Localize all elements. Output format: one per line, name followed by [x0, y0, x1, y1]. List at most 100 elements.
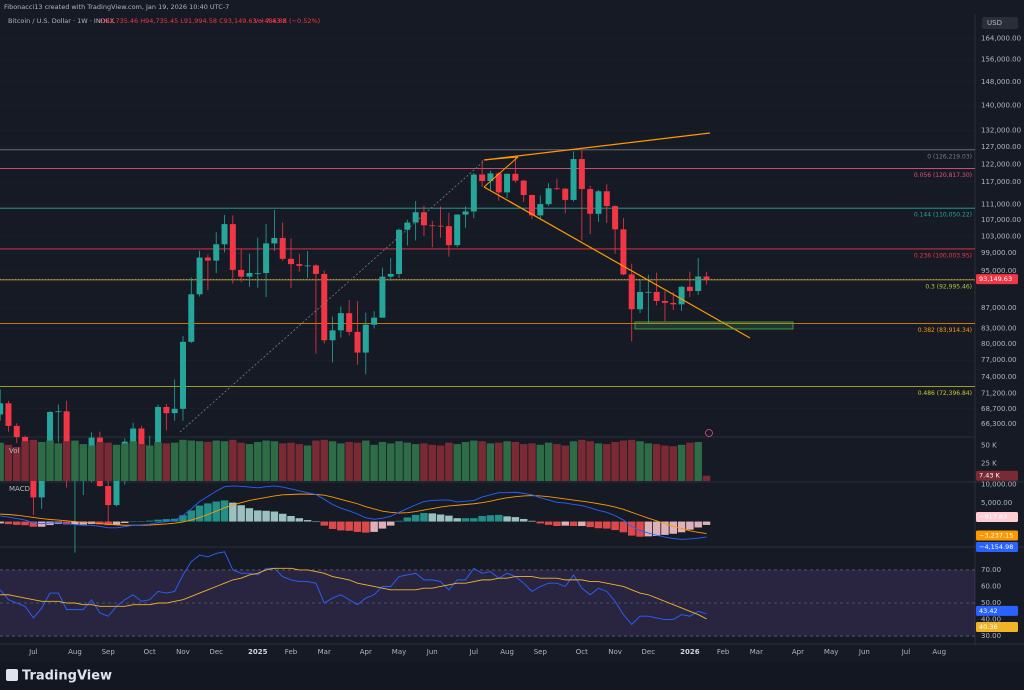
macd-histogram-bar	[420, 513, 428, 522]
volume-bar	[353, 442, 362, 481]
macd-histogram-bar	[411, 514, 420, 522]
y-tick-label: 95,000.00	[981, 267, 1017, 275]
candle-body	[254, 273, 261, 274]
volume-bar	[295, 444, 304, 481]
candle-body	[537, 204, 544, 216]
volume-bar	[220, 441, 229, 481]
volume-bar	[303, 445, 312, 481]
macd-histogram-bar	[569, 521, 578, 526]
x-tick-label: Feb	[717, 648, 730, 656]
macd-histogram-bar	[162, 519, 171, 522]
candle-body	[578, 159, 585, 190]
candle-body	[371, 317, 378, 325]
volume-bar	[569, 441, 578, 481]
y-tick-label: 50 K	[981, 442, 997, 450]
macd-histogram-bar	[669, 521, 678, 534]
currency-button[interactable]	[982, 17, 1018, 29]
macd-histogram-bar	[154, 519, 162, 522]
volume-bar	[420, 443, 428, 481]
macd-histogram-bar	[519, 518, 528, 522]
volume-bar	[694, 441, 702, 481]
fib-label: 0.382 (83,914.34)	[918, 327, 972, 334]
candle-body	[587, 189, 594, 214]
candle-body	[487, 173, 494, 181]
volume-bar	[411, 444, 420, 481]
volume-tag-bg	[976, 470, 1018, 481]
x-tick-label: Jul	[901, 648, 911, 656]
y-tick-label: 71,200.00	[981, 390, 1017, 398]
volume-bar	[212, 440, 220, 481]
macd-histogram-bar	[611, 521, 619, 531]
macd-histogram-bar	[112, 521, 121, 525]
macd-histogram-bar	[237, 505, 245, 522]
fib-label: 0.056 (120,817.30)	[914, 172, 972, 179]
x-tick-label: Aug	[500, 648, 514, 656]
macd-histogram-bar	[362, 521, 370, 533]
rsi-tag: 40.36	[979, 623, 998, 631]
macd-histogram-bar	[21, 521, 29, 526]
y-tick-label: 87,000.00	[981, 304, 1017, 312]
candle-body	[653, 291, 660, 301]
fib-label: 0.144 (110,050.22)	[914, 212, 972, 219]
plot-area	[0, 37, 975, 637]
candle-body	[404, 222, 411, 230]
macd-histogram-bar	[254, 510, 262, 522]
logo[interactable]: TradingView	[22, 669, 112, 684]
macd-histogram-bar	[220, 500, 229, 522]
volume-bar	[536, 444, 545, 481]
volume-bar	[237, 442, 245, 481]
macd-histogram-bar	[187, 510, 196, 522]
last-price-tag: 93,149.63	[979, 275, 1012, 283]
event-icon[interactable]	[705, 429, 713, 437]
volume-bar	[578, 439, 586, 481]
x-tick-label: Nov	[176, 648, 190, 656]
volume-bar	[669, 446, 678, 481]
volume-bar	[619, 440, 628, 481]
volume-bar	[445, 442, 453, 481]
volume-bar	[278, 443, 287, 481]
volume-bar	[46, 440, 54, 481]
volume-bar	[436, 445, 445, 481]
candle-body	[620, 229, 627, 275]
fib-label: 0 (126,219.03)	[927, 153, 972, 160]
y-tick-label: 99,000.00	[981, 249, 1017, 257]
macd-histogram-bar	[270, 511, 279, 522]
volume-bar	[4, 444, 13, 481]
volume-bar	[96, 441, 104, 481]
candle-body	[304, 265, 311, 267]
volume-bar	[544, 442, 553, 481]
macd-tag-bg	[976, 530, 1018, 541]
trend-line	[483, 156, 519, 188]
x-tick-label: Jul	[28, 648, 38, 656]
candle-body	[686, 286, 693, 291]
attribution: Fibonacci13 created with TradingView.com…	[4, 3, 229, 11]
candle-body	[695, 276, 702, 291]
macd-histogram-bar	[29, 521, 38, 527]
trend-line	[483, 132, 711, 161]
x-tick-label: Apr	[360, 648, 372, 656]
volume-bar	[403, 442, 412, 481]
x-tick-label: Apr	[792, 648, 804, 656]
y-tick-label: 74,000.00	[981, 373, 1017, 381]
volume-bar	[627, 439, 636, 481]
y-tick-label: 66,300.00	[981, 420, 1017, 428]
drawings	[179, 132, 794, 437]
macd-histogram-bar	[428, 513, 437, 522]
rsi-tag: 43.42	[979, 607, 998, 615]
macd-histogram-bar	[295, 518, 304, 522]
macd-histogram-bar	[13, 521, 21, 525]
macd-tag-bg	[976, 511, 1018, 522]
x-tick-label: Mar	[318, 648, 331, 656]
y-tick-label: 107,000.00	[981, 216, 1021, 224]
volume-bar	[87, 445, 96, 481]
candle-body	[362, 324, 369, 353]
volume-text: Vol 7.43 K	[254, 17, 287, 25]
candle-body	[163, 406, 170, 414]
candle-body	[279, 238, 286, 259]
x-tick-label: Nov	[608, 648, 622, 656]
macd-histogram-bar	[578, 521, 586, 526]
volume-bar	[611, 441, 619, 481]
macd-histogram-bar	[287, 515, 295, 522]
candle-body	[387, 273, 394, 277]
y-tick-label: 148,000.00	[981, 78, 1021, 86]
